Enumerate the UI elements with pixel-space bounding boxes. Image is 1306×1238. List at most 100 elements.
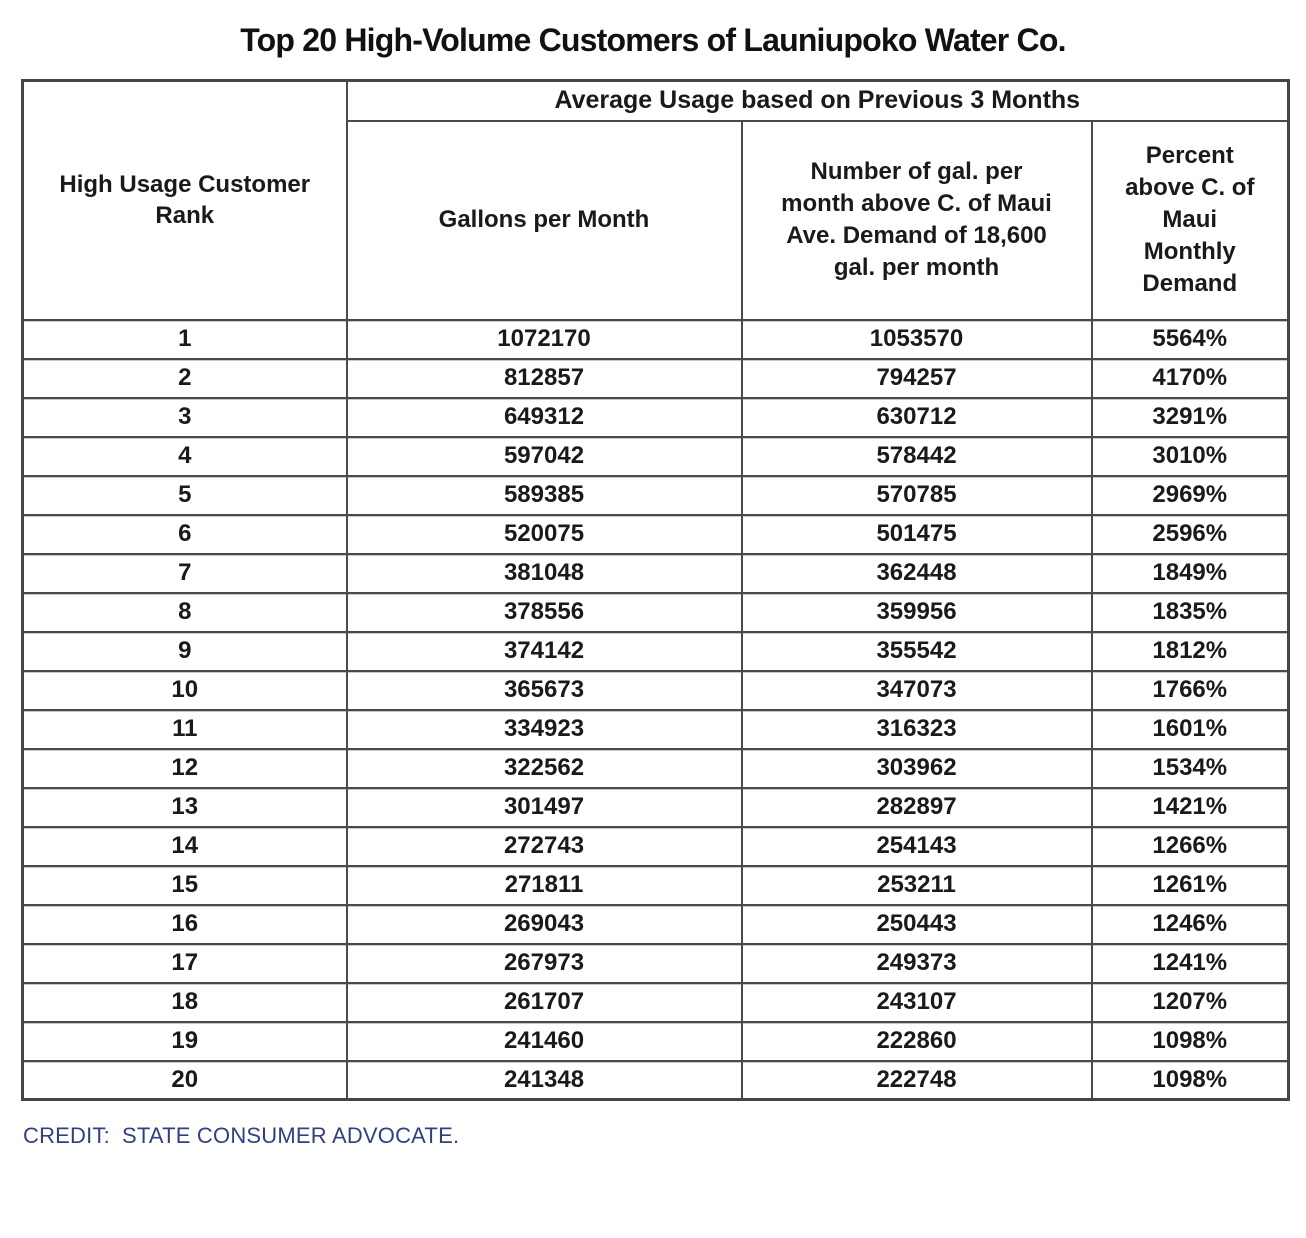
gallons-cell: 267973 [345, 942, 743, 984]
percent-cell: 1266% [1090, 825, 1290, 867]
group-header-average-usage: Average Usage based on Previous 3 Months [345, 79, 1290, 122]
percent-cell: 3010% [1090, 435, 1290, 477]
gallons-cell: 365673 [345, 669, 743, 711]
credit-text: STATE CONSUMER ADVOCATE. [121, 1123, 460, 1148]
table-row: 7 381048 362448 1849% [21, 552, 1290, 594]
percent-cell: 4170% [1090, 357, 1290, 399]
percent-cell: 1098% [1090, 1059, 1290, 1101]
rank-cell: 14 [21, 825, 348, 867]
gallons-cell: 520075 [345, 513, 743, 555]
gallons-cell: 269043 [345, 903, 743, 945]
above-demand-cell: 1053570 [740, 318, 1093, 360]
gallons-cell: 334923 [345, 708, 743, 750]
col-header-above-demand: Number of gal. per month above C. of Mau… [740, 119, 1093, 321]
rank-cell: 13 [21, 786, 348, 828]
gallons-cell: 241460 [345, 1020, 743, 1062]
col-header-rank: High Usage Customer Rank [21, 79, 348, 321]
above-demand-cell: 362448 [740, 552, 1093, 594]
percent-cell: 2596% [1090, 513, 1290, 555]
above-demand-cell: 630712 [740, 396, 1093, 438]
rank-cell: 6 [21, 513, 348, 555]
gallons-cell: 649312 [345, 396, 743, 438]
percent-cell: 1849% [1090, 552, 1290, 594]
rank-cell: 8 [21, 591, 348, 633]
rank-cell: 7 [21, 552, 348, 594]
gallons-cell: 381048 [345, 552, 743, 594]
table-row: 4 597042 578442 3010% [21, 435, 1290, 477]
above-demand-cell: 347073 [740, 669, 1093, 711]
page-title: Top 20 High-Volume Customers of Launiupo… [240, 22, 1066, 58]
percent-cell: 1421% [1090, 786, 1290, 828]
above-demand-cell: 249373 [740, 942, 1093, 984]
gallons-cell: 812857 [345, 357, 743, 399]
above-demand-cell: 222748 [740, 1059, 1093, 1101]
percent-cell: 1207% [1090, 981, 1290, 1023]
percent-cell: 1246% [1090, 903, 1290, 945]
credit-line: CREDIT: STATE CONSUMER ADVOCATE. [23, 1123, 1306, 1149]
table-row: 14 272743 254143 1266% [21, 825, 1290, 867]
percent-cell: 5564% [1090, 318, 1290, 360]
rank-cell: 19 [21, 1020, 348, 1062]
rank-cell: 10 [21, 669, 348, 711]
gallons-cell: 322562 [345, 747, 743, 789]
above-demand-cell: 578442 [740, 435, 1093, 477]
percent-cell: 1766% [1090, 669, 1290, 711]
above-demand-cell: 501475 [740, 513, 1093, 555]
table-row: 17 267973 249373 1241% [21, 942, 1290, 984]
table-row: 20 241348 222748 1098% [21, 1059, 1290, 1101]
table-row: 6 520075 501475 2596% [21, 513, 1290, 555]
above-demand-cell: 570785 [740, 474, 1093, 516]
gallons-cell: 261707 [345, 981, 743, 1023]
percent-cell: 1812% [1090, 630, 1290, 672]
gallons-cell: 301497 [345, 786, 743, 828]
page: Top 20 High-Volume Customers of Launiupo… [0, 20, 1306, 1238]
rank-cell: 3 [21, 396, 348, 438]
rank-cell: 5 [21, 474, 348, 516]
rank-cell: 20 [21, 1059, 348, 1101]
table-row: 16 269043 250443 1246% [21, 903, 1290, 945]
gallons-cell: 271811 [345, 864, 743, 906]
rank-cell: 15 [21, 864, 348, 906]
table-row: 8 378556 359956 1835% [21, 591, 1290, 633]
table-row: 11 334923 316323 1601% [21, 708, 1290, 750]
percent-cell: 1835% [1090, 591, 1290, 633]
rank-cell: 4 [21, 435, 348, 477]
rank-cell: 17 [21, 942, 348, 984]
table-row: 15 271811 253211 1261% [21, 864, 1290, 906]
usage-table: High Usage Customer Rank Average Usage b… [21, 79, 1291, 1101]
above-demand-cell: 303962 [740, 747, 1093, 789]
above-demand-cell: 355542 [740, 630, 1093, 672]
above-demand-cell: 254143 [740, 825, 1093, 867]
above-demand-cell: 253211 [740, 864, 1093, 906]
gallons-cell: 378556 [345, 591, 743, 633]
gallons-cell: 272743 [345, 825, 743, 867]
above-demand-cell: 282897 [740, 786, 1093, 828]
table-row: 18 261707 243107 1207% [21, 981, 1290, 1023]
credit-label: CREDIT: [23, 1123, 110, 1148]
rank-cell: 2 [21, 357, 348, 399]
gallons-cell: 241348 [345, 1059, 743, 1101]
gallons-cell: 589385 [345, 474, 743, 516]
rank-cell: 9 [21, 630, 348, 672]
table-header: High Usage Customer Rank Average Usage b… [21, 79, 1290, 321]
above-demand-cell: 243107 [740, 981, 1093, 1023]
table-row: 2 812857 794257 4170% [21, 357, 1290, 399]
rank-cell: 1 [21, 318, 348, 360]
table-body: 1 1072170 1053570 5564% 2 812857 794257 4170% 3 6… [21, 318, 1290, 1101]
percent-cell: 1261% [1090, 864, 1290, 906]
above-demand-cell: 316323 [740, 708, 1093, 750]
table-row: 9 374142 355542 1812% [21, 630, 1290, 672]
percent-cell: 1534% [1090, 747, 1290, 789]
col-header-percent: Percent above C. of Maui Monthly Demand [1090, 119, 1290, 321]
table-row: 3 649312 630712 3291% [21, 396, 1290, 438]
table-row: 5 589385 570785 2969% [21, 474, 1290, 516]
above-demand-cell: 250443 [740, 903, 1093, 945]
percent-cell: 1098% [1090, 1020, 1290, 1062]
above-demand-cell: 794257 [740, 357, 1093, 399]
above-demand-cell: 359956 [740, 591, 1093, 633]
table-row: 12 322562 303962 1534% [21, 747, 1290, 789]
gallons-cell: 1072170 [345, 318, 743, 360]
percent-cell: 1241% [1090, 942, 1290, 984]
table-row: 1 1072170 1053570 5564% [21, 318, 1290, 360]
percent-cell: 3291% [1090, 396, 1290, 438]
